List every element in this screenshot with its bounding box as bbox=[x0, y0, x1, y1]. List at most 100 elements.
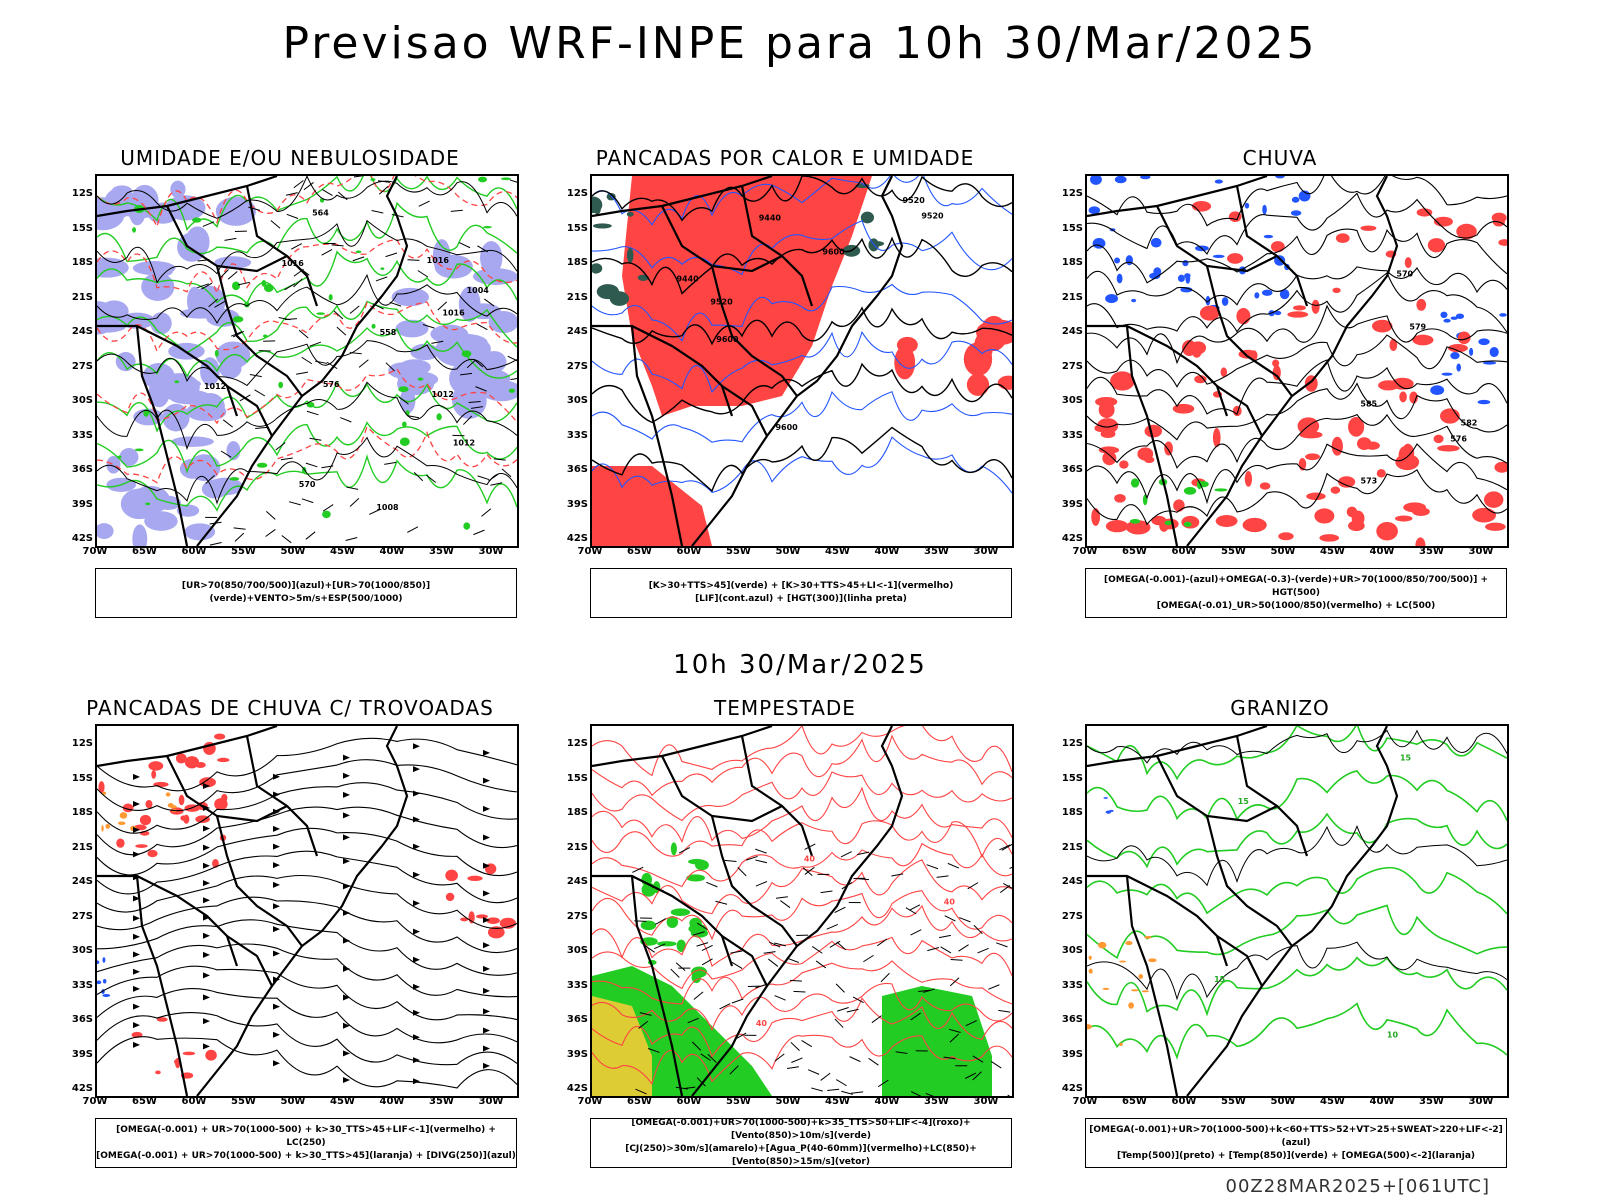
field-patch bbox=[244, 301, 250, 308]
map-canvas: 585 582 579 576 573 570 bbox=[1087, 176, 1507, 546]
wind-vector bbox=[644, 945, 655, 953]
lat-tick-label: 30S bbox=[1061, 945, 1083, 956]
contour-line bbox=[592, 997, 1012, 1058]
lat-tick-label: 12S bbox=[566, 188, 588, 199]
field-patch bbox=[1098, 941, 1107, 949]
coastline bbox=[691, 726, 904, 1096]
streamline-arrow bbox=[413, 743, 420, 750]
lat-tick-label: 27S bbox=[1061, 910, 1083, 922]
field-patch bbox=[158, 373, 200, 401]
streamline-arrow bbox=[203, 1043, 210, 1050]
wind-vector bbox=[990, 1061, 1002, 1069]
field-patch bbox=[1214, 179, 1223, 184]
lat-tick-label: 36S bbox=[71, 1014, 93, 1025]
streamline-arrow bbox=[133, 968, 140, 975]
wind-vector bbox=[1007, 1094, 1011, 1096]
lat-tick-label: 39S bbox=[566, 1048, 588, 1060]
field-patch bbox=[860, 211, 875, 224]
lat-tick-label: 39S bbox=[566, 498, 588, 510]
field-patch bbox=[486, 917, 500, 925]
wind-vector bbox=[678, 847, 690, 854]
wind-vector bbox=[775, 896, 788, 899]
field-patch bbox=[436, 413, 442, 421]
contour-label: 15 bbox=[1238, 797, 1250, 806]
lon-tick-label: 35W bbox=[924, 1096, 949, 1107]
contour-line bbox=[97, 380, 517, 433]
wind-vector bbox=[944, 915, 956, 922]
lat-tick-label: 24S bbox=[566, 876, 588, 887]
field-patch bbox=[232, 316, 244, 323]
wind-vector bbox=[1009, 866, 1012, 869]
wind-vector bbox=[988, 984, 1000, 990]
field-patch bbox=[410, 343, 440, 361]
field-patch bbox=[175, 753, 187, 764]
field-patch bbox=[1141, 990, 1149, 993]
field-patch bbox=[463, 522, 471, 530]
field-patch bbox=[256, 462, 268, 468]
lat-tick-label: 15S bbox=[1061, 772, 1083, 784]
lon-tick-label: 50W bbox=[280, 1096, 306, 1107]
lon-tick-label: 70W bbox=[1072, 546, 1098, 557]
field-patch bbox=[1450, 352, 1460, 360]
streamline-arrow bbox=[413, 928, 420, 935]
lon-tick-label: 30W bbox=[478, 546, 504, 557]
streamline bbox=[97, 850, 517, 904]
field-patch bbox=[1227, 253, 1244, 264]
lon-tick-label: 55W bbox=[231, 1096, 256, 1107]
field-patch bbox=[1279, 289, 1290, 300]
field-patch bbox=[1494, 461, 1507, 473]
lat-tick-label: 33S bbox=[1061, 429, 1083, 441]
field-patch bbox=[182, 1051, 196, 1056]
lat-tick-label: 39S bbox=[1061, 1048, 1083, 1060]
streamline bbox=[97, 759, 517, 812]
lon-tick-label: 60W bbox=[1171, 1096, 1197, 1107]
wind-vector bbox=[385, 252, 398, 258]
coastline bbox=[1186, 176, 1399, 546]
wind-vector bbox=[938, 934, 951, 939]
wind-vector bbox=[331, 244, 344, 247]
contour-label: 9520 bbox=[710, 298, 733, 307]
field-patch bbox=[670, 908, 691, 917]
field-patch bbox=[1412, 334, 1434, 346]
field-patch bbox=[99, 300, 129, 323]
lat-tick-label: 33S bbox=[71, 979, 93, 991]
field-patch bbox=[1299, 431, 1323, 439]
field-patch bbox=[106, 455, 121, 474]
field-patch bbox=[231, 281, 241, 291]
wind-vector bbox=[208, 298, 219, 308]
streamline-arrow bbox=[483, 916, 490, 923]
wind-vector bbox=[326, 361, 338, 370]
wind-vector bbox=[755, 848, 767, 854]
country-border bbox=[215, 265, 303, 397]
wind-vector bbox=[298, 329, 309, 339]
wind-vector bbox=[910, 1012, 921, 1021]
wind-vector bbox=[290, 243, 303, 250]
streamline-arrow bbox=[203, 951, 210, 958]
wind-vector bbox=[1001, 843, 1012, 851]
wind-vector bbox=[706, 881, 718, 888]
legend-box: [UR>70(850/700/500)](azul)+[UR>70(1000/8… bbox=[95, 568, 517, 618]
wind-vector bbox=[337, 191, 348, 201]
wind-vector bbox=[309, 437, 322, 441]
field-patch bbox=[1430, 385, 1445, 396]
streamline-arrow bbox=[133, 1041, 140, 1048]
streamline-arrow bbox=[343, 1022, 350, 1029]
lat-tick-label: 27S bbox=[566, 910, 588, 922]
contour-line bbox=[1087, 382, 1507, 441]
wind-vector bbox=[804, 866, 815, 875]
wind-vector bbox=[305, 531, 316, 540]
wind-vector bbox=[407, 415, 420, 419]
wind-vector bbox=[358, 359, 369, 368]
field-patch bbox=[1416, 208, 1433, 217]
field-patch bbox=[1125, 255, 1133, 266]
streamline-arrow bbox=[203, 862, 210, 869]
wind-vector bbox=[484, 298, 495, 307]
lon-tick-label: 70W bbox=[82, 1096, 108, 1107]
field-patch bbox=[432, 239, 451, 274]
wind-vector bbox=[829, 940, 841, 948]
lat-tick-label: 18S bbox=[71, 807, 93, 818]
field-patch bbox=[145, 502, 151, 506]
wind-vector bbox=[926, 864, 939, 870]
field-patch bbox=[1441, 372, 1453, 376]
wind-vector bbox=[789, 979, 802, 982]
